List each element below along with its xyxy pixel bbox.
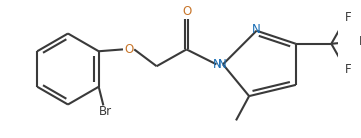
Text: O: O [124, 43, 133, 56]
Text: N: N [213, 58, 222, 71]
Text: F: F [345, 63, 352, 76]
Text: Br: Br [99, 105, 112, 118]
Text: F: F [345, 11, 352, 24]
Text: N: N [252, 23, 261, 36]
Text: N: N [218, 58, 226, 71]
Text: F: F [359, 35, 361, 48]
Text: O: O [182, 5, 191, 18]
